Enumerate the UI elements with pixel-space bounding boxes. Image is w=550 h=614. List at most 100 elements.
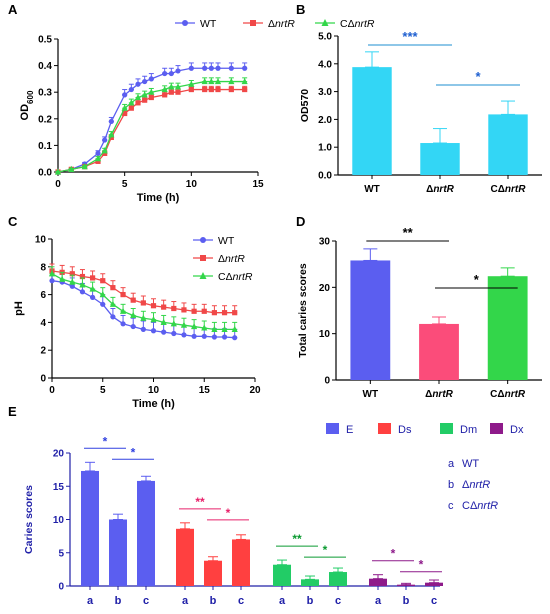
bar <box>232 539 250 586</box>
data-point <box>101 147 108 154</box>
series-0 <box>49 271 238 341</box>
data-point <box>202 65 208 71</box>
bar <box>176 528 194 586</box>
legend-marker <box>199 272 207 279</box>
data-point <box>180 321 188 328</box>
data-point <box>109 300 116 307</box>
data-point <box>175 89 181 95</box>
series-2 <box>48 266 238 332</box>
legend-item: ΔnrtR <box>193 253 245 265</box>
key-strain-name: WT <box>462 458 479 470</box>
y-tick-label: 2.0 <box>318 115 332 126</box>
error-bar <box>373 574 383 580</box>
series-1 <box>49 263 238 316</box>
data-point <box>181 307 187 313</box>
significance-stars: * <box>131 445 136 459</box>
y-tick-label: 0.4 <box>38 61 52 72</box>
data-point <box>232 310 238 316</box>
bar <box>329 572 347 586</box>
data-point <box>121 104 128 111</box>
x-tick-label: b <box>210 595 217 607</box>
legend-item: CΔnrtR <box>315 18 375 30</box>
y-tick-label: 1.0 <box>318 143 332 154</box>
key-letter: b <box>448 479 454 491</box>
data-point <box>214 77 222 85</box>
x-tick-label: a <box>375 595 382 607</box>
legend-item: Dx <box>490 423 524 436</box>
data-point <box>221 334 228 340</box>
data-point <box>175 68 181 74</box>
legend-item: Dm <box>440 423 477 436</box>
x-tick-label: c <box>335 595 341 607</box>
data-point <box>95 150 101 156</box>
y-tick-label: 20 <box>53 449 65 460</box>
bar <box>425 582 443 586</box>
y-tick-label: 0.1 <box>38 141 52 152</box>
data-point <box>48 270 56 277</box>
data-point <box>171 305 177 312</box>
significance-stars: ** <box>195 495 205 509</box>
data-point <box>128 99 135 106</box>
significance-stars: * <box>226 506 231 520</box>
legend-item: E <box>326 423 353 436</box>
y-tick-label: 5 <box>58 548 64 559</box>
bar <box>273 564 291 586</box>
data-point <box>208 86 214 93</box>
error-bar <box>433 128 447 144</box>
data-point <box>68 165 75 172</box>
x-tick-label: 15 <box>199 385 211 396</box>
y-tick-label: 0.0 <box>38 168 52 179</box>
y-tick-label: 30 <box>319 237 331 248</box>
data-point <box>168 70 174 77</box>
x-tick-label: a <box>87 595 94 607</box>
data-point <box>140 300 146 306</box>
x-tick-label: 5 <box>100 385 106 396</box>
bar <box>81 470 99 586</box>
bar <box>204 560 222 586</box>
data-point <box>130 297 136 303</box>
panel-c: 0 2 4 6 8 10 0 5 10 15 20 Time (h) pH WT ΔnrtR CΔnrtR <box>13 235 261 411</box>
data-point <box>168 89 174 95</box>
legend-label: ΔnrtR <box>218 253 245 265</box>
data-point <box>148 88 155 95</box>
x-tick-label: b <box>307 595 314 607</box>
data-point <box>128 86 134 93</box>
data-point <box>191 333 197 339</box>
legend-marker <box>182 20 188 26</box>
bar <box>419 323 459 380</box>
data-point <box>171 330 177 337</box>
error-bar <box>141 475 151 482</box>
data-point <box>108 131 115 138</box>
data-point <box>211 310 217 316</box>
data-point <box>188 65 194 71</box>
significance-stars: * <box>475 69 481 84</box>
data-point <box>160 318 167 325</box>
group-dm: a b c*** <box>273 532 347 607</box>
data-point <box>95 158 101 164</box>
legend-swatch <box>440 423 453 434</box>
x-tick-label: b <box>403 595 410 607</box>
data-point <box>211 334 217 340</box>
y-tick-label: 0.5 <box>38 35 52 46</box>
key-letter: c <box>448 500 454 512</box>
x-axis-title: Time (h) <box>137 192 180 204</box>
legend-marker <box>321 19 329 26</box>
data-point <box>148 94 154 101</box>
data-point <box>188 80 195 87</box>
key-strain-name: CΔnrtR <box>462 500 498 512</box>
y-tick-label: 8 <box>40 262 46 273</box>
data-point <box>90 294 96 300</box>
bar <box>397 584 415 586</box>
y-tick-label: 4.0 <box>318 59 332 70</box>
data-point <box>221 325 228 332</box>
legend-swatch <box>490 423 503 434</box>
error-bar <box>501 100 515 115</box>
data-point <box>89 285 96 292</box>
data-point <box>130 311 137 319</box>
significance-stars: ** <box>403 225 414 240</box>
data-point <box>161 85 168 93</box>
y-tick-label: 6 <box>40 290 46 301</box>
legend-marker <box>200 255 206 261</box>
significance-stars: * <box>474 272 480 287</box>
panel-label: E <box>8 404 17 419</box>
